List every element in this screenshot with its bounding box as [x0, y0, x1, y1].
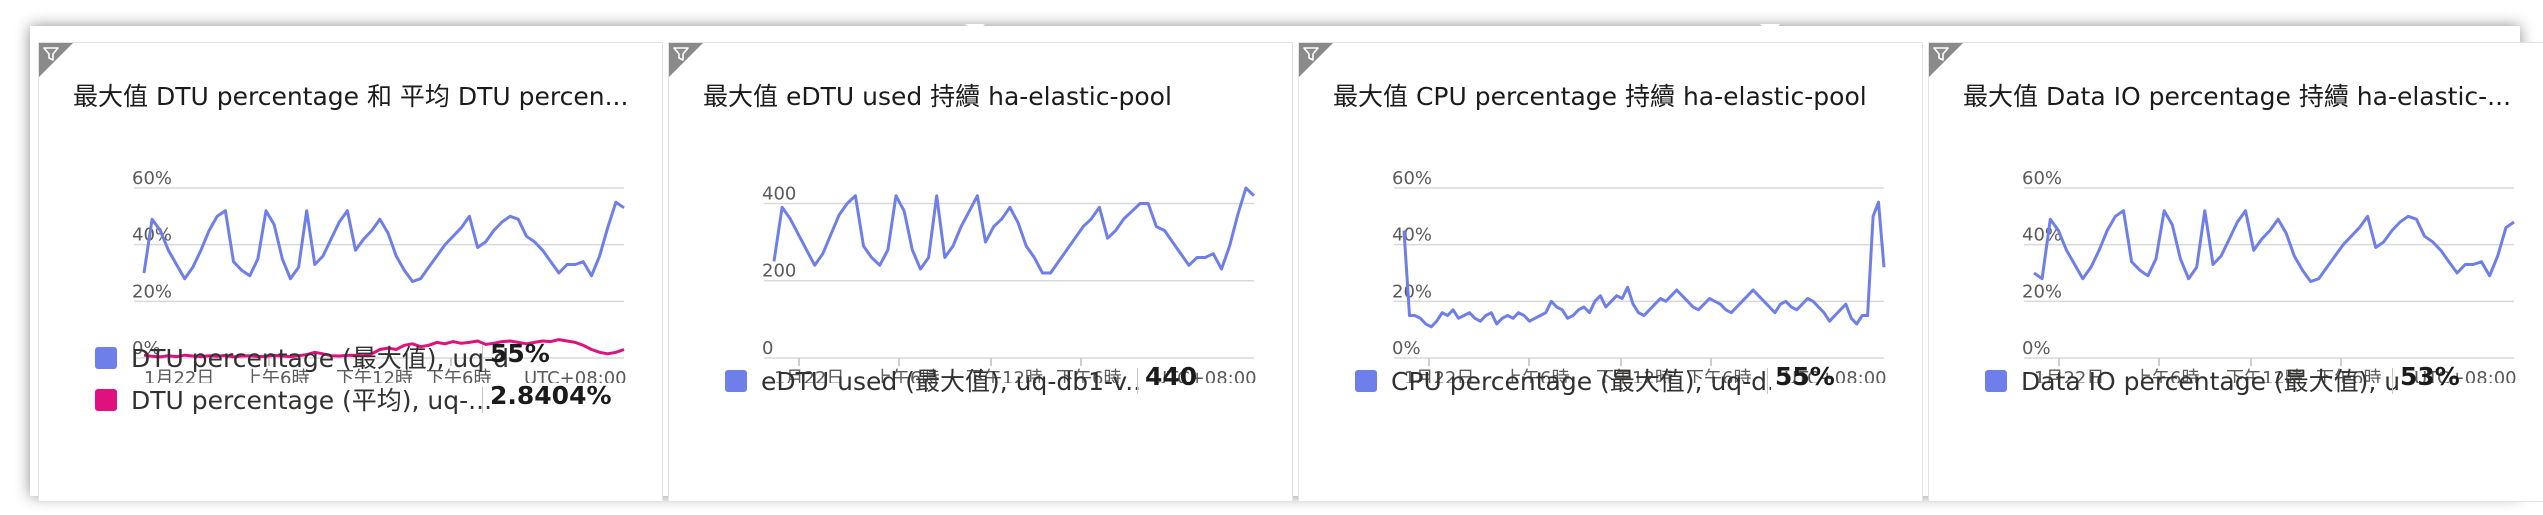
filter-icon[interactable]: [43, 46, 59, 62]
legend-separator: [2392, 368, 2393, 394]
x-tick-label: 1月22日: [1404, 368, 1474, 383]
x-tick-label: 上午6時: [2134, 368, 2199, 383]
x-tick-label: 下午12時: [966, 368, 1043, 383]
legend-item[interactable]: CPU percentage (最大值), uq-d... 55%: [1355, 362, 1915, 404]
legend-item[interactable]: DTU percentage (平均), uq-... 2.8404%: [95, 381, 655, 423]
x-tick-label: UTC+08:00: [1154, 368, 1257, 383]
frame-notch: [965, 24, 985, 34]
y-tick-label: 20%: [132, 281, 172, 302]
legend-swatch: [95, 347, 117, 369]
chart-legend: DTU percentage (最大值), uq-d... 55% DTU perc…: [95, 339, 655, 423]
metric-tile[interactable]: 最大值 CPU percentage 持續 ha-elastic-pool 0% 2…: [1298, 42, 1923, 502]
line-chart: 0% 20% 40% 60% 1月22日 上午6時 下午12時 下午6時 UTC+08:00: [2022, 168, 2517, 383]
legend-series-name: DTU percentage (最大值), uq-d...: [131, 344, 511, 373]
legend-swatch: [1355, 370, 1377, 392]
filter-icon[interactable]: [1933, 46, 1949, 62]
legend-series-name: eDTU used (最大值), uq-db1-v...: [761, 367, 1141, 396]
x-tick-label: 1月22日: [774, 368, 844, 383]
y-tick-label: 0%: [132, 338, 161, 359]
x-tick-label: 下午12時: [1596, 368, 1673, 383]
metric-tile[interactable]: 最大值 eDTU used 持續 ha-elastic-pool 0 200 400 1…: [668, 42, 1293, 502]
line-chart: 0% 20% 40% 60% 1月22日 上午6時 下午12時 下午6時 UTC+08:00: [1392, 168, 1887, 383]
y-tick-label: 0: [762, 338, 773, 359]
chart-legend: Data IO percentage (最大值), u... 53%: [1985, 362, 2543, 404]
x-tick-label: 上午6時: [874, 368, 939, 383]
tile-title: 最大值 Data IO percentage 持續 ha-elastic-...: [1963, 82, 2512, 111]
frame-notch: [1760, 24, 1780, 34]
y-tick-label: 60%: [1392, 168, 1432, 189]
legend-series-value: 55%: [1775, 362, 1835, 391]
legend-separator: [1137, 368, 1138, 394]
x-tick-label: 下午6時: [1056, 368, 1121, 383]
y-tick-label: 40%: [1392, 225, 1432, 246]
legend-series-value: 53%: [2400, 362, 2460, 391]
legend-swatch: [1985, 370, 2007, 392]
x-tick-label: 下午6時: [426, 368, 491, 383]
series-line[interactable]: [142, 200, 625, 283]
y-tick-label: 0%: [1392, 338, 1421, 359]
legend-series-name: DTU percentage (平均), uq-...: [131, 386, 493, 415]
x-tick-label: 1月22日: [2034, 368, 2104, 383]
series-line[interactable]: [1402, 200, 1886, 329]
y-tick-label: 60%: [2022, 168, 2062, 189]
line-chart: 0% 20% 40% 60% 1月22日 上午6時 下午12時 下午6時 UTC+08:00: [132, 168, 627, 383]
x-tick-label: UTC+08:00: [1784, 368, 1887, 383]
x-tick-label: 下午12時: [2226, 368, 2303, 383]
tile-title: 最大值 eDTU used 持續 ha-elastic-pool: [703, 82, 1172, 111]
legend-separator: [1767, 368, 1768, 394]
y-tick-label: 400: [762, 183, 796, 204]
x-tick-label: 1月22日: [144, 368, 214, 383]
metric-tile[interactable]: 最大值 DTU percentage 和 平均 DTU percen... 0% 2…: [38, 42, 663, 502]
x-tick-label: 上午6時: [244, 368, 309, 383]
metric-tile[interactable]: 最大值 Data IO percentage 持續 ha-elastic-...…: [1928, 42, 2543, 502]
legend-item[interactable]: eDTU used (最大值), uq-db1-v... 440: [725, 362, 1285, 404]
series-line[interactable]: [143, 338, 625, 359]
x-tick-label: 下午6時: [2316, 368, 2381, 383]
chart-legend: eDTU used (最大值), uq-db1-v... 440: [725, 362, 1285, 404]
x-tick-label: 上午6時: [1504, 368, 1569, 383]
legend-swatch: [95, 389, 117, 411]
x-tick-label: 下午12時: [336, 368, 413, 383]
chart-legend: CPU percentage (最大值), uq-d... 55%: [1355, 362, 1915, 404]
legend-item[interactable]: DTU percentage (最大值), uq-d... 55%: [95, 339, 655, 381]
filter-icon[interactable]: [1303, 46, 1319, 62]
legend-item[interactable]: Data IO percentage (最大值), u... 53%: [1985, 362, 2543, 404]
series-line[interactable]: [772, 186, 1256, 275]
y-tick-label: 200: [762, 261, 796, 282]
legend-series-value: 440: [1145, 362, 1198, 391]
legend-swatch: [725, 370, 747, 392]
series-line[interactable]: [2033, 209, 2515, 283]
legend-series-name: CPU percentage (最大值), uq-d...: [1391, 367, 1771, 396]
tile-title: 最大值 CPU percentage 持續 ha-elastic-pool: [1333, 82, 1867, 111]
line-chart: 0 200 400 1月22日 上午6時 下午12時 下午6時 UTC+08:00: [762, 183, 1257, 383]
tile-title: 最大值 DTU percentage 和 平均 DTU percen...: [73, 82, 629, 111]
x-tick-label: UTC+08:00: [524, 368, 627, 383]
legend-series-value: 2.8404%: [490, 381, 612, 410]
filter-icon[interactable]: [673, 46, 689, 62]
x-tick-label: 下午6時: [1686, 368, 1751, 383]
y-tick-label: 40%: [132, 225, 172, 246]
x-tick-label: UTC+08:00: [2414, 368, 2517, 383]
y-tick-label: 20%: [2022, 281, 2062, 302]
legend-series-value: 55%: [490, 339, 550, 368]
y-tick-label: 60%: [132, 168, 172, 189]
legend-separator: [482, 345, 483, 371]
legend-series-name: Data IO percentage (最大值), u...: [2021, 367, 2401, 396]
y-tick-label: 40%: [2022, 225, 2062, 246]
y-tick-label: 20%: [1392, 281, 1432, 302]
legend-separator: [482, 387, 483, 413]
y-tick-label: 0%: [2022, 338, 2051, 359]
